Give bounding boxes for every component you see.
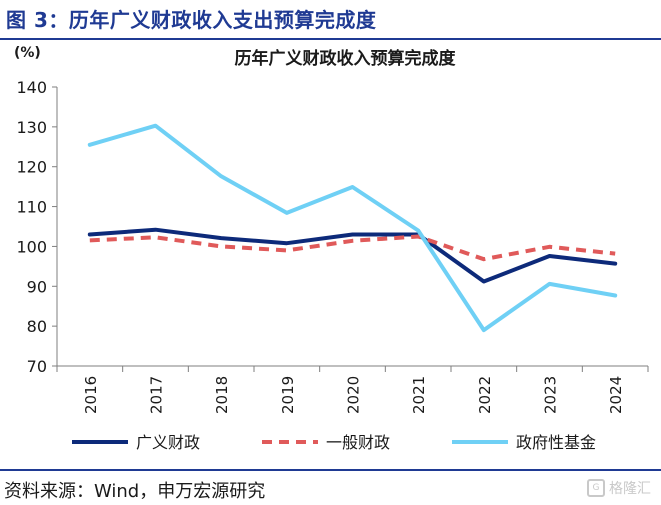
x-tick-label: 2022: [476, 376, 494, 414]
source-note: 资料来源：Wind，申万宏源研究: [4, 481, 266, 502]
watermark: G 格隆汇: [587, 478, 651, 498]
y-axis-unit-label: (%): [14, 45, 41, 61]
y-tick-label: 100: [16, 237, 47, 256]
series-line-2: [89, 234, 616, 262]
legend-label-2: 一般财政: [326, 433, 390, 452]
legend-label-3: 政府性基金: [516, 433, 596, 452]
x-tick-label: 2023: [542, 376, 560, 414]
x-tick-label: 2019: [279, 376, 297, 414]
x-tick-label: 2020: [345, 376, 363, 414]
x-tick-label: 2021: [410, 376, 428, 414]
x-tick-label: 2016: [82, 376, 100, 414]
y-tick-label: 80: [27, 317, 47, 336]
y-tick-label: 140: [16, 78, 47, 97]
x-tick-label: 2024: [607, 376, 625, 414]
chart-title: 历年广义财政收入预算完成度: [235, 48, 457, 69]
x-tick-label: 2017: [148, 376, 166, 414]
y-tick-label: 110: [16, 198, 47, 217]
y-tick-label: 130: [16, 118, 47, 137]
bottom-rule: [0, 469, 661, 471]
series-line-3: [87, 123, 618, 333]
y-tick-label: 70: [27, 357, 47, 376]
watermark-text: 格隆汇: [609, 481, 651, 497]
figure-title: 图 3：历年广义财政收入支出预算完成度: [6, 8, 377, 32]
legend-label-1: 广义财政: [136, 433, 200, 452]
watermark-logo-icon: G: [587, 479, 605, 497]
top-rule: [0, 38, 661, 40]
series-line-1: [87, 227, 618, 284]
x-tick-label: 2018: [213, 376, 231, 414]
y-tick-label: 90: [27, 277, 47, 296]
line-chart: 历年广义财政收入预算完成度 (%) 70 80 90 100 110 120 130 140 201…: [14, 45, 649, 452]
y-tick-label: 120: [16, 158, 47, 177]
